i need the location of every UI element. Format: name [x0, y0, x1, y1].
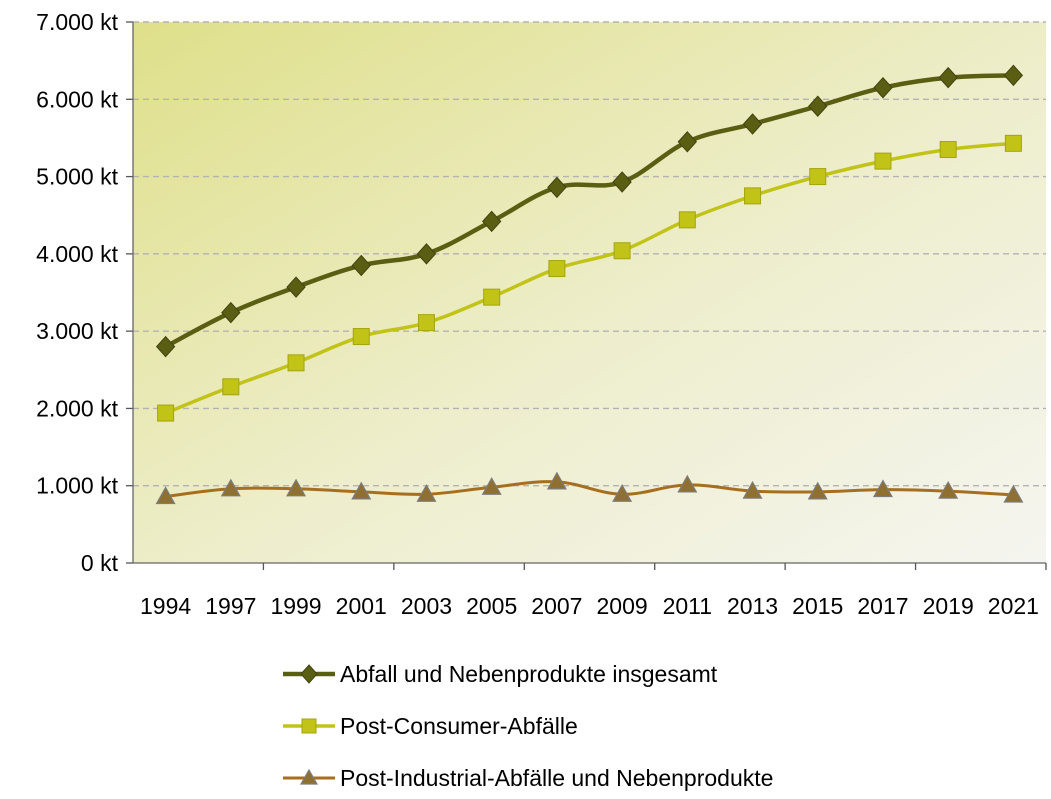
y-tick-label: 3.000 kt [36, 318, 118, 344]
x-tick-label: 2017 [857, 593, 908, 619]
x-tick-label: 2015 [792, 593, 843, 619]
x-tick-label: 1999 [270, 593, 321, 619]
data-point-square [417, 314, 435, 332]
series-3 [155, 471, 1024, 505]
data-point-diamond [1003, 64, 1024, 87]
data-point-diamond [300, 664, 318, 684]
data-point-triangle [742, 480, 763, 499]
data-point-square [744, 187, 762, 205]
data-point-triangle [351, 481, 372, 500]
legend-label: Post-Industrial-Abfälle und Nebenprodukt… [340, 765, 773, 791]
data-point-diamond [873, 76, 893, 99]
data-point-diamond [416, 243, 437, 265]
data-point-diamond [808, 95, 828, 117]
data-point-triangle [155, 486, 176, 505]
y-tick-label: 4.000 kt [36, 241, 118, 267]
data-point-triangle [938, 480, 959, 499]
data-point-square [613, 242, 631, 260]
data-point-square [548, 260, 566, 278]
x-tick-label: 2019 [923, 593, 974, 619]
grid-lines [133, 21, 1046, 487]
y-tick-label: 2.000 kt [36, 395, 118, 421]
data-point-triangle [872, 479, 893, 498]
y-tick-label: 5.000 kt [36, 164, 118, 190]
data-point-triangle [220, 478, 241, 497]
data-point-square [874, 152, 892, 170]
y-tick-label: 6.000 kt [36, 86, 118, 112]
series-2 [157, 134, 1022, 422]
data-point-square [287, 354, 305, 372]
data-point-triangle [481, 477, 502, 495]
y-tick-label: 0 kt [81, 550, 119, 576]
data-point-square [301, 718, 317, 734]
data-point-diamond [482, 210, 502, 233]
data-point-triangle [286, 478, 307, 497]
x-tick-label: 2005 [466, 593, 517, 619]
data-point-diamond [547, 176, 567, 199]
axes [126, 21, 1047, 570]
series-group [155, 64, 1024, 505]
data-point-triangle [546, 471, 567, 490]
plot-area [133, 22, 1046, 563]
data-point-square [809, 168, 827, 186]
data-point-diamond [155, 335, 176, 358]
legend-item-3: Post-Industrial-Abfälle und Nebenprodukt… [283, 765, 773, 791]
data-point-diamond [286, 276, 306, 298]
data-point-diamond [221, 301, 241, 324]
data-point-square [678, 211, 696, 229]
x-tick-label: 1994 [140, 593, 191, 619]
legend: Abfall und Nebenprodukte insgesamt Post-C… [283, 661, 773, 791]
data-point-triangle [299, 768, 319, 785]
data-point-square [483, 288, 501, 306]
x-tick-label: 1997 [205, 593, 256, 619]
y-axis-tick-labels: 0 kt 1.000 kt 2.000 kt 3.000 kt 4.000 kt 5.00… [36, 9, 118, 576]
x-tick-label: 2001 [336, 593, 387, 619]
data-point-diamond [742, 113, 763, 135]
data-point-diamond [677, 131, 697, 153]
legend-label: Abfall und Nebenprodukte insgesamt [340, 661, 718, 687]
x-axis-tick-labels: 1994 1997 1999 2001 2003 2005 2007 2009 2011 2013… [140, 593, 1039, 619]
data-point-diamond [612, 171, 632, 193]
data-point-square [939, 141, 957, 159]
data-point-square [352, 328, 370, 346]
data-point-triangle [612, 483, 633, 502]
x-tick-label: 2021 [988, 593, 1039, 619]
data-point-diamond [938, 66, 958, 89]
x-tick-label: 2013 [727, 593, 778, 619]
data-point-triangle [416, 483, 437, 502]
data-point-triangle [807, 481, 828, 500]
x-tick-label: 2003 [401, 593, 452, 619]
data-point-triangle [677, 474, 698, 493]
data-point-diamond [351, 254, 371, 277]
data-point-triangle [1003, 484, 1024, 503]
y-tick-label: 7.000 kt [36, 9, 118, 35]
data-point-square [222, 378, 240, 396]
y-tick-label: 1.000 kt [36, 473, 118, 499]
x-tick-label: 2007 [531, 593, 582, 619]
data-point-square [157, 404, 175, 422]
series-1 [155, 64, 1024, 358]
x-tick-label: 2009 [597, 593, 648, 619]
data-point-square [1004, 134, 1022, 152]
x-tick-label: 2011 [663, 593, 712, 619]
legend-label: Post-Consumer-Abfälle [340, 713, 578, 739]
legend-item-2: Post-Consumer-Abfälle [283, 713, 578, 739]
legend-item-1: Abfall und Nebenprodukte insgesamt [283, 661, 718, 687]
series-line [164, 480, 1015, 499]
